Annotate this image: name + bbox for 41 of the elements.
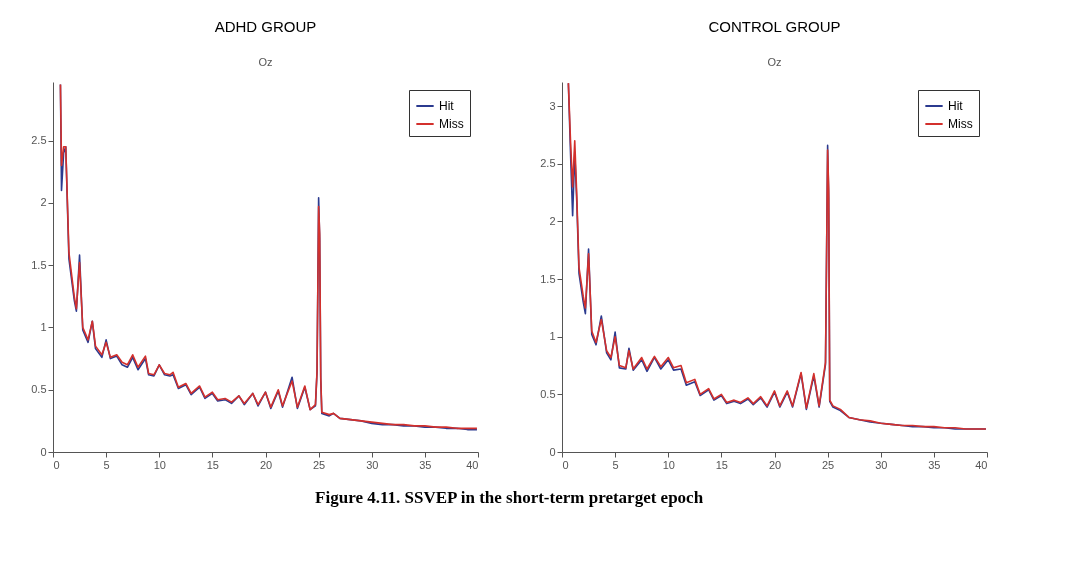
x-tick-label: 20: [768, 458, 782, 471]
y-tick-label: 0: [40, 445, 47, 458]
chart-subtitle: Oz: [258, 56, 273, 68]
x-tick-label: 25: [313, 458, 326, 471]
x-tick-label: 35: [928, 458, 941, 471]
chart-title: ADHD GROUP: [214, 18, 317, 35]
chart-subtitle: Oz: [767, 56, 782, 68]
y-tick-label: 3: [549, 99, 556, 112]
x-tick-label: 5: [103, 458, 110, 471]
x-tick-label: 10: [153, 458, 166, 471]
y-tick-label: 1: [40, 320, 47, 333]
legend-label: Hit: [439, 99, 455, 113]
y-tick-label: 1.5: [540, 272, 556, 285]
line-series: [567, 82, 987, 430]
x-tick-label: 30: [875, 458, 888, 471]
x-tick-label: 15: [206, 458, 219, 471]
x-tick-label: 0: [562, 458, 569, 471]
caption: Figure 4.11. SSVEP in the short-term pretarget epoch: [315, 488, 704, 507]
x-tick-label: 5: [612, 458, 619, 471]
x-tick-label: 10: [662, 458, 675, 471]
x-tick-label: 35: [419, 458, 432, 471]
x-tick-label: 25: [822, 458, 835, 471]
y-tick-label: 0: [549, 445, 556, 458]
x-tick-label: 15: [715, 458, 728, 471]
y-tick-label: 0.5: [540, 387, 556, 400]
x-tick-label: 40: [466, 458, 479, 471]
y-tick-label: 2: [40, 196, 47, 209]
x-tick-label: 40: [975, 458, 988, 471]
y-tick-label: 2.5: [540, 157, 556, 170]
y-tick-label: 1.5: [31, 258, 47, 271]
x-tick-label: 30: [366, 458, 379, 471]
y-tick-label: 2.5: [31, 134, 47, 147]
x-tick-label: 20: [259, 458, 273, 471]
legend-label: Miss: [439, 117, 464, 131]
y-tick-label: 1: [549, 330, 556, 343]
legend-label: Hit: [948, 99, 964, 113]
y-tick-label: 2: [549, 214, 556, 227]
chart-title: CONTROL GROUP: [708, 18, 841, 35]
legend-label: Miss: [948, 117, 973, 131]
x-tick-label: 0: [53, 458, 60, 471]
y-tick-label: 0.5: [31, 383, 47, 396]
